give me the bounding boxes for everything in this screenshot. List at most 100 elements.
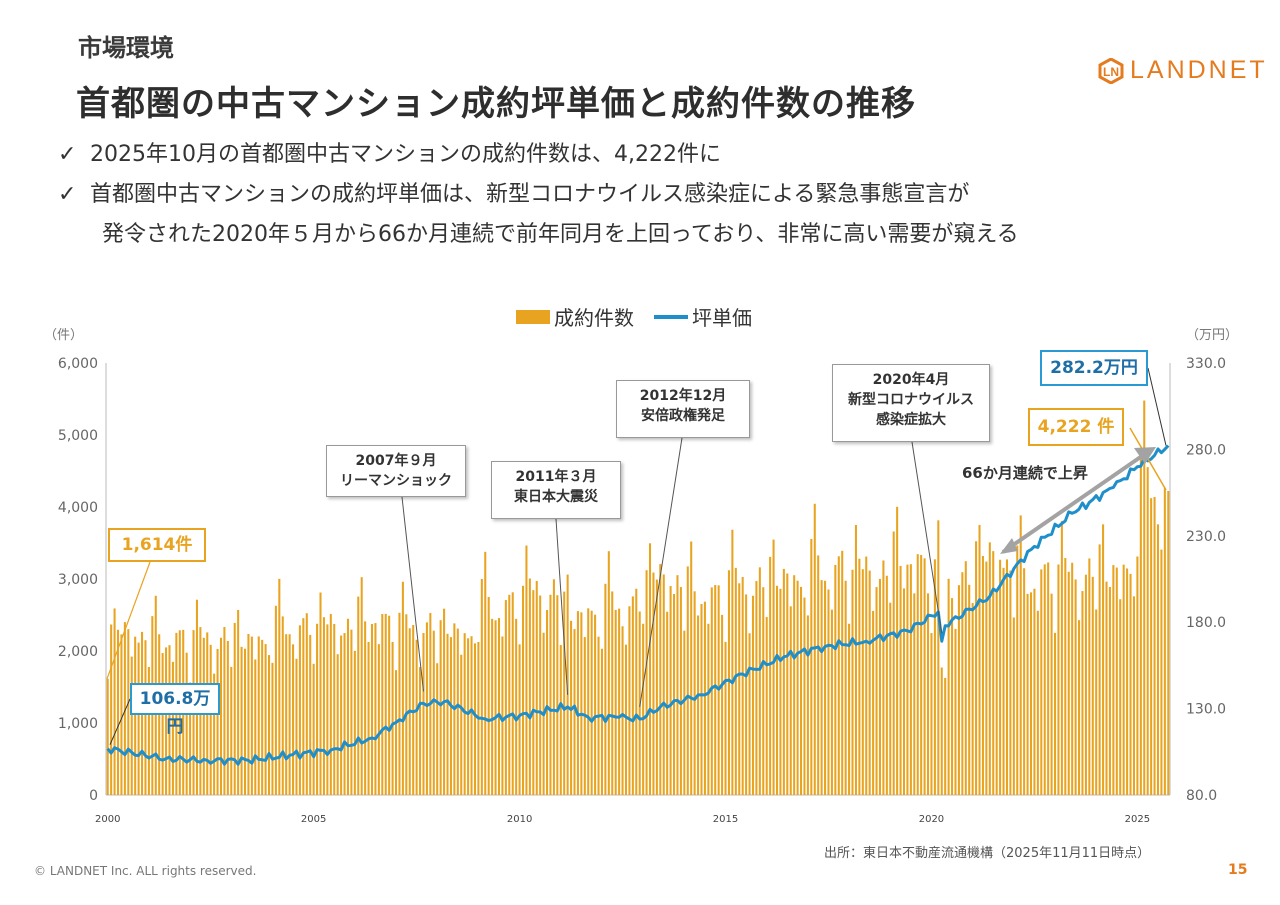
- x-tick-label: 2000: [95, 814, 120, 825]
- count-bar: [978, 525, 981, 795]
- count-bar: [329, 614, 332, 795]
- count-bar: [515, 618, 518, 795]
- count-bar: [302, 618, 305, 795]
- count-bar: [992, 551, 995, 795]
- event-leader-line: [639, 437, 683, 708]
- count-bar: [446, 633, 449, 795]
- count-bar: [240, 646, 243, 795]
- count-bar: [944, 677, 947, 795]
- count-bar: [1150, 498, 1153, 795]
- count-bar: [312, 663, 315, 795]
- count-bar: [1102, 524, 1105, 795]
- count-bar: [703, 601, 706, 795]
- event-lehman-date: 2007年９月: [355, 453, 437, 469]
- left-tick-label: 1,000: [58, 716, 98, 732]
- count-bar: [185, 652, 188, 795]
- count-bar: [642, 623, 645, 795]
- count-bar: [913, 593, 916, 795]
- count-bar: [1091, 576, 1094, 795]
- count-bar: [388, 615, 391, 795]
- count-bar: [1156, 524, 1160, 795]
- count-bar: [659, 564, 662, 795]
- right-tick-label: 180.0: [1186, 615, 1226, 631]
- count-bar: [926, 593, 930, 795]
- count-bar: [1036, 610, 1039, 795]
- count-bar: [745, 594, 748, 795]
- count-bar: [340, 635, 343, 795]
- count-bar: [1047, 562, 1050, 795]
- count-bar: [556, 595, 559, 795]
- count-bar: [892, 531, 895, 795]
- left-tick-label: 5,000: [58, 428, 98, 444]
- count-bar: [168, 645, 171, 795]
- count-bar: [463, 633, 466, 795]
- count-bar: [144, 640, 147, 795]
- count-bar: [947, 578, 950, 795]
- count-bar: [360, 577, 363, 795]
- count-bar: [1146, 467, 1149, 795]
- x-tick-label: 2010: [507, 814, 532, 825]
- count-bar: [518, 644, 521, 795]
- count-bar: [1115, 567, 1118, 795]
- count-bar: [902, 588, 906, 795]
- count-bar: [288, 634, 291, 795]
- count-bar: [830, 609, 833, 795]
- count-bar: [189, 682, 192, 795]
- count-bar: [546, 610, 549, 795]
- count-bar: [727, 570, 730, 795]
- count-bar: [1053, 632, 1057, 795]
- event-earthquake-date: 2011年３月: [515, 469, 597, 485]
- count-bar: [1129, 573, 1132, 795]
- count-bar: [123, 622, 126, 795]
- count-bar: [628, 606, 631, 795]
- count-bar: [377, 644, 380, 795]
- count-bar: [817, 555, 820, 795]
- count-bar: [810, 538, 813, 795]
- count-bar: [693, 591, 696, 795]
- count-bar: [213, 673, 216, 795]
- x-tick-label: 2020: [919, 814, 944, 825]
- count-bar: [614, 609, 617, 795]
- count-bar: [456, 628, 459, 795]
- count-bar: [460, 654, 463, 795]
- count-bar: [1105, 581, 1108, 795]
- count-bar: [1067, 571, 1070, 795]
- left-tick-label: 4,000: [58, 500, 98, 516]
- count-bar: [274, 605, 277, 795]
- count-bar: [690, 541, 693, 795]
- count-bar: [1143, 400, 1146, 795]
- count-bar: [425, 622, 428, 795]
- count-bar: [621, 626, 624, 795]
- left-tick-label: 0: [89, 788, 98, 804]
- count-bar: [985, 561, 988, 795]
- count-bar: [721, 614, 724, 795]
- count-bar: [1074, 579, 1077, 795]
- count-bar: [933, 559, 936, 795]
- count-bar: [878, 578, 882, 795]
- bullet-2-continued: 発令された2020年５月から66か月連続で前年同月を上回っており、非常に高い需要…: [102, 222, 1019, 247]
- count-bar: [216, 648, 219, 795]
- count-bar: [247, 633, 250, 795]
- count-bar: [971, 603, 974, 795]
- count-bar: [494, 620, 497, 795]
- count-bar: [336, 654, 339, 795]
- count-bar: [1112, 565, 1115, 795]
- count-bar: [278, 578, 281, 795]
- count-bar: [848, 623, 851, 795]
- count-bar: [1081, 591, 1084, 795]
- count-bar: [710, 587, 713, 795]
- count-bar: [611, 591, 614, 795]
- count-bar: [484, 551, 487, 795]
- legend-line-swatch: [654, 314, 688, 319]
- count-bar: [858, 558, 861, 795]
- count-bar: [820, 580, 823, 795]
- count-bar: [1160, 549, 1163, 795]
- event-covid: 2020年4月 新型コロナウイルス 感染症拡大: [832, 364, 990, 442]
- count-bar: [449, 637, 452, 795]
- trend-arrow-tail: [1000, 538, 1018, 554]
- count-bar: [731, 529, 734, 795]
- count-bar: [504, 600, 507, 795]
- count-bar: [552, 579, 555, 795]
- right-tick-label: 330.0: [1186, 356, 1226, 372]
- trend-arrow-head: [1134, 447, 1156, 464]
